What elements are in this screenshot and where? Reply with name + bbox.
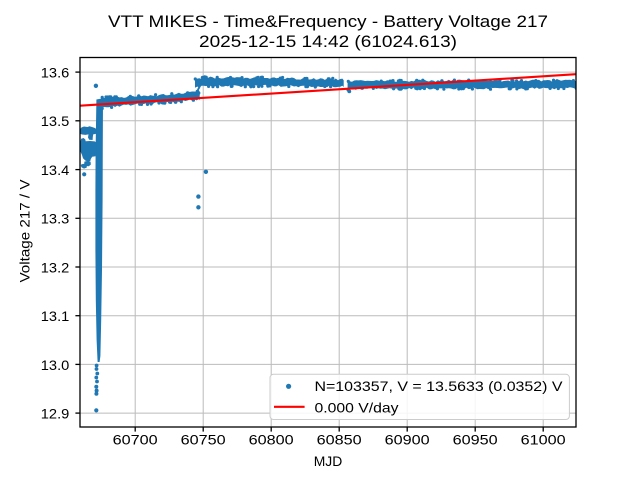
svg-text:13.2: 13.2 <box>41 259 70 275</box>
svg-text:60950: 60950 <box>453 431 498 447</box>
svg-text:VTT MIKES - Time&Frequency - B: VTT MIKES - Time&Frequency - Battery Vol… <box>108 12 548 31</box>
svg-text:60750: 60750 <box>181 431 226 447</box>
svg-text:60900: 60900 <box>385 431 430 447</box>
svg-text:13.5: 13.5 <box>41 113 70 129</box>
svg-text:13.0: 13.0 <box>41 357 70 373</box>
svg-text:0.000 V/day: 0.000 V/day <box>315 399 399 415</box>
svg-text:60850: 60850 <box>317 431 362 447</box>
svg-text:61000: 61000 <box>521 431 566 447</box>
svg-text:2025-12-15 14:42 (61024.613): 2025-12-15 14:42 (61024.613) <box>199 32 457 51</box>
svg-text:13.4: 13.4 <box>41 162 70 178</box>
svg-text:13.6: 13.6 <box>41 65 70 81</box>
svg-text:60800: 60800 <box>249 431 294 447</box>
svg-text:Voltage 217 / V: Voltage 217 / V <box>17 179 33 283</box>
svg-text:MJD: MJD <box>314 453 343 469</box>
svg-text:12.9: 12.9 <box>41 406 70 422</box>
svg-text:N=103357, V = 13.5633 (0.0352): N=103357, V = 13.5633 (0.0352) V <box>315 378 564 394</box>
svg-text:60700: 60700 <box>113 431 158 447</box>
svg-text:13.1: 13.1 <box>41 308 70 324</box>
svg-text:13.3: 13.3 <box>41 211 70 227</box>
